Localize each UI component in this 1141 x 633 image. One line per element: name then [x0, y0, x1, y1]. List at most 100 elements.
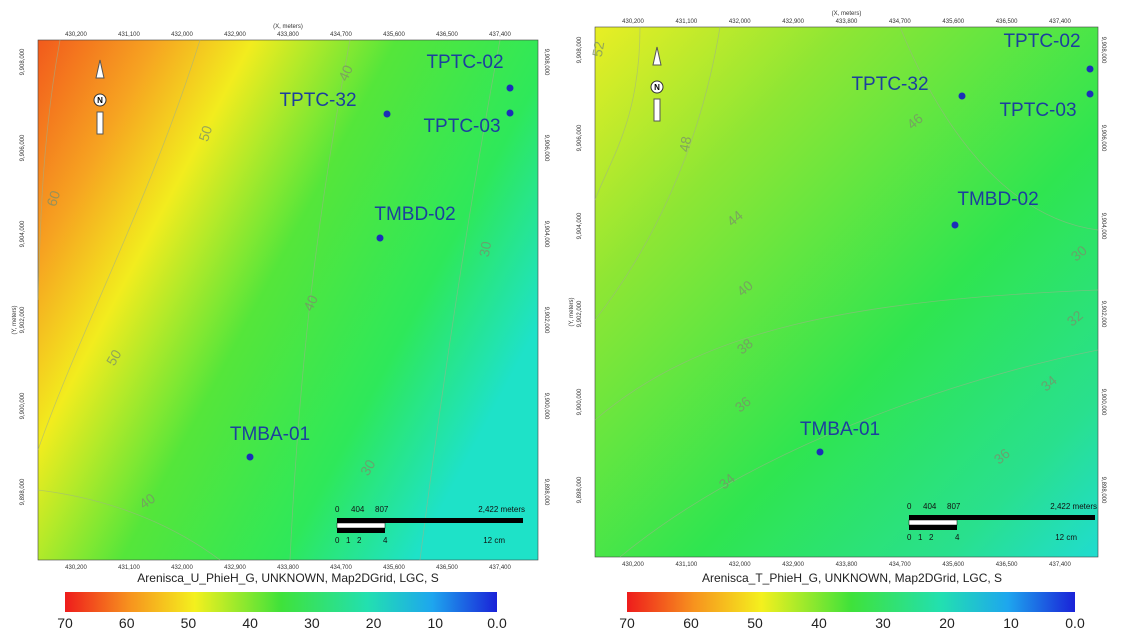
well-marker	[383, 110, 391, 118]
y-tick-label-right: 9,902,000	[1100, 301, 1106, 328]
y-tick-label-left: 9,908,000	[20, 48, 26, 75]
scale-top-label: 2,422 meters	[478, 505, 525, 514]
x-tick-label-bottom: 436,500	[436, 565, 458, 571]
scale-bottom-label: 0	[335, 536, 340, 545]
scale-top-label: 2,422 meters	[1050, 502, 1097, 511]
contour-label: 50	[103, 347, 125, 369]
colorbar-tick-label: 70	[619, 615, 635, 631]
y-tick-label-left: 9,898,000	[20, 478, 26, 505]
grid-title: Arenisca_T_PhieH_G, UNKNOWN, Map2DGrid, …	[702, 571, 1002, 585]
north-label: N	[654, 83, 660, 92]
x-tick-label-top: 434,700	[330, 32, 352, 38]
x-tick-label-top: 433,800	[836, 19, 858, 25]
well-label: TPTC-03	[999, 100, 1076, 121]
contour-line	[619, 349, 1099, 558]
x-tick-label-bottom: 433,800	[277, 565, 299, 571]
colorbar-tick-label: 20	[939, 615, 955, 631]
x-tick-label-bottom: 435,600	[942, 562, 964, 568]
x-tick-label-top: 432,900	[224, 32, 246, 38]
x-tick-label-top: 432,000	[729, 19, 751, 25]
y-tick-label-left: 9,900,000	[20, 392, 26, 419]
well-marker	[816, 448, 824, 456]
y-tick-label-left: 9,906,000	[577, 124, 583, 151]
well-label: TPTC-32	[851, 74, 928, 95]
scale-top-label: 404	[923, 502, 937, 511]
x-tick-label-top: 437,400	[489, 32, 511, 38]
x-tick-label-bottom: 434,700	[330, 565, 352, 571]
contour-line	[594, 26, 721, 321]
well-marker	[951, 221, 959, 229]
x-tick-label-bottom: 430,200	[622, 562, 644, 568]
scale-bottom-label: 1	[918, 533, 923, 542]
colorbar-tick-label: 40	[811, 615, 827, 631]
colorbar-tick-label: 60	[683, 615, 699, 631]
scale-top-label: 0	[335, 505, 340, 514]
colorbar-tick-label: 0.0	[487, 615, 507, 631]
x-tick-label-bottom: 437,400	[489, 565, 511, 571]
north-arrow	[95, 59, 105, 135]
scale-bottom-label: 2	[929, 533, 934, 542]
scale-bar	[337, 528, 385, 533]
x-tick-label-bottom: 432,900	[224, 565, 246, 571]
north-marker	[93, 93, 107, 107]
y-tick-label-right: 9,898,000	[543, 479, 549, 506]
map-area	[594, 26, 1099, 558]
contour-label: 50	[195, 123, 215, 143]
contour-label: 40	[335, 62, 356, 83]
colorbar-tick-label: 20	[366, 615, 382, 631]
y-tick-label-left: 9,904,000	[20, 220, 26, 247]
contour-line	[899, 26, 1099, 231]
scale-top-label: 404	[351, 505, 365, 514]
well-label: TMBD-02	[374, 204, 455, 225]
well-marker	[1086, 90, 1094, 98]
y-tick-label-left: 9,902,000	[577, 300, 583, 327]
contour-label: 60	[43, 188, 63, 208]
y-tick-label-right: 9,900,000	[543, 393, 549, 420]
scale-bottom-label: 12 cm	[483, 536, 505, 545]
scale-bottom-label: 4	[955, 533, 960, 542]
colorbar-tick-label: 10	[427, 615, 443, 631]
x-tick-label-top: 435,600	[383, 32, 405, 38]
scale-bar	[337, 518, 523, 523]
well-marker	[506, 109, 514, 117]
scale-bottom-label: 0	[907, 533, 912, 542]
x-tick-label-top: 430,200	[622, 19, 644, 25]
y-tick-label-left: 9,902,000	[20, 306, 26, 333]
x-tick-label-top: 432,000	[171, 32, 193, 38]
well-marker	[376, 234, 384, 242]
y-tick-label-left: 9,908,000	[577, 36, 583, 63]
x-tick-label-bottom: 430,200	[65, 565, 87, 571]
scale-bar	[908, 519, 958, 526]
scale-top-label: 807	[947, 502, 961, 511]
y-axis-label: (Y, meters)	[569, 298, 575, 327]
x-axis-label: (X, meters)	[273, 24, 303, 30]
map-area	[37, 39, 539, 561]
well-label: TPTC-32	[279, 90, 356, 111]
well-label: TMBD-02	[957, 189, 1038, 210]
scale-bar	[909, 515, 1095, 520]
contour-line	[37, 39, 61, 301]
colorbar-tick-label: 50	[747, 615, 763, 631]
contour-label: 52	[589, 40, 607, 58]
contour-line	[594, 26, 641, 201]
x-tick-label-bottom: 433,800	[836, 562, 858, 568]
well-marker	[506, 84, 514, 92]
y-tick-label-right: 9,902,000	[543, 307, 549, 334]
x-tick-label-top: 436,500	[436, 32, 458, 38]
scale-bottom-label: 12 cm	[1055, 533, 1077, 542]
well-marker	[246, 453, 254, 461]
contour-line	[419, 39, 501, 561]
well-label: TPTC-03	[423, 116, 500, 137]
y-tick-label-left: 9,900,000	[577, 388, 583, 415]
contour-label: 40	[300, 292, 321, 313]
scale-bar	[909, 525, 957, 530]
contour-label: 48	[676, 135, 694, 153]
scale-bar	[336, 522, 386, 529]
x-tick-label-bottom: 437,400	[1049, 562, 1071, 568]
y-tick-label-right: 9,908,000	[1100, 37, 1106, 64]
scale-top-label: 0	[907, 502, 912, 511]
scale-bottom-label: 4	[383, 536, 388, 545]
well-marker	[1086, 65, 1094, 73]
color-bar	[627, 592, 1075, 612]
